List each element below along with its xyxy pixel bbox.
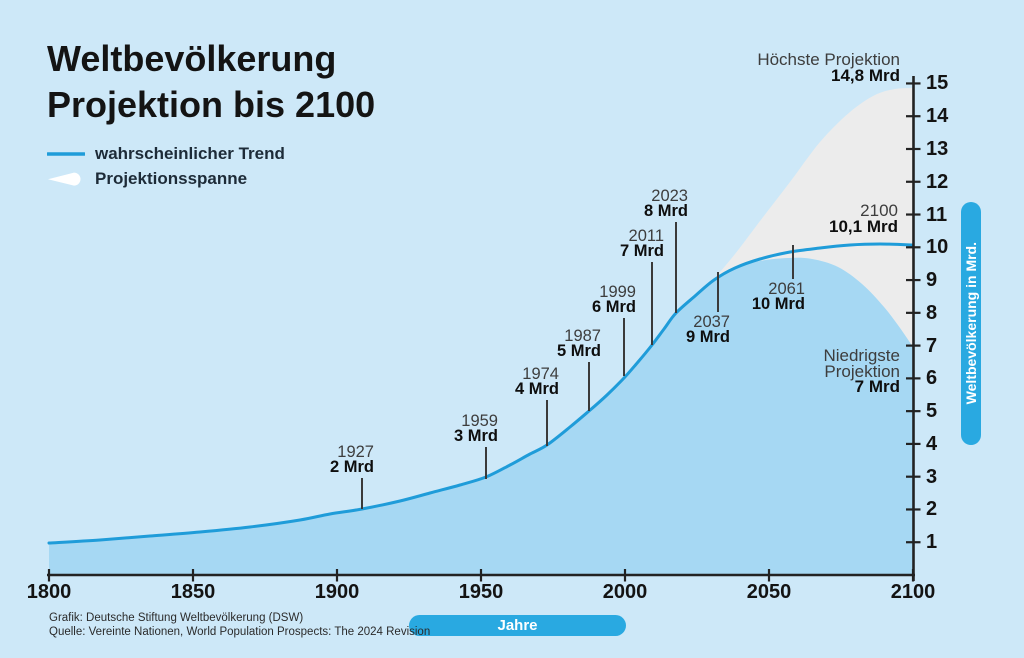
high-projection-text: Höchste Projektion: [757, 50, 900, 69]
milestone-label: 1927 2 Mrd: [244, 443, 374, 476]
source-line2: Quelle: Vereinte Nationen, World Populat…: [49, 625, 431, 638]
milestone-callout-line: [587, 362, 591, 411]
milestone-year: 2023: [651, 187, 688, 205]
y-tick-label: 4: [926, 432, 938, 455]
low-projection-label: Niedrigste Projektion 7 Mrd: [805, 346, 900, 396]
milestone-callout-line: [622, 318, 626, 376]
legend-row-span: Projektionsspanne: [47, 168, 285, 189]
y-tick-label: 15: [926, 72, 949, 95]
trend-2100-value: 10,1 Mrd: [829, 216, 898, 236]
y-tick-label: 13: [926, 137, 949, 160]
milestone-callout-line: [484, 447, 488, 479]
milestone-value: 6 Mrd: [591, 298, 636, 316]
y-tick-label: 9: [926, 269, 938, 292]
milestone-year: 1999: [599, 283, 636, 301]
projection-span-icon: [48, 172, 81, 186]
chart-title-line2: Projektion bis 2100: [47, 84, 376, 125]
legend-trend-label: wahrscheinlicher Trend: [95, 143, 285, 163]
milestone-year: 1974: [522, 365, 559, 383]
milestone-label: 2037 9 Mrd: [600, 313, 730, 346]
milestone-year: 1927: [337, 443, 374, 461]
y-tick-label: 14: [926, 105, 949, 128]
milestone-callout-line: [360, 478, 364, 509]
milestone-callout-line: [716, 272, 720, 312]
y-tick-label: 6: [926, 367, 938, 390]
y-tick-label: 12: [926, 170, 949, 193]
milestone-year: 1959: [461, 412, 498, 430]
milestone-callout-line: [674, 222, 678, 313]
y-tick-label: 1: [926, 531, 938, 554]
trend-line-icon: [47, 151, 85, 156]
milestone-label: 1959 3 Mrd: [368, 412, 498, 445]
y-tick-label: 11: [926, 203, 948, 226]
milestone-value: 3 Mrd: [453, 427, 498, 445]
milestone-value: 5 Mrd: [556, 342, 601, 360]
milestone-label: 1987 5 Mrd: [471, 327, 601, 360]
y-tick-label: 2: [926, 498, 938, 521]
y-axis-title-pill: Weltbevölkerung in Mrd.: [961, 202, 981, 445]
milestone-callout-line: [545, 400, 549, 446]
y-tick-label: 10: [926, 236, 949, 259]
milestone-callout-line: [650, 262, 654, 345]
milestone-label: 1999 6 Mrd: [506, 283, 636, 316]
milestone-label: 2061 10 Mrd: [675, 280, 805, 313]
legend-span-label: Projektionsspanne: [95, 168, 248, 188]
milestone-label: 2011 7 Mrd: [534, 227, 664, 260]
source-credits: Grafik: Deutsche Stiftung Weltbevölkerun…: [49, 612, 430, 639]
x-tick-label: 1850: [170, 581, 216, 603]
x-tick-label: 2050: [746, 581, 792, 603]
x-tick-label: 1900: [314, 581, 360, 603]
low-projection-text: Niedrigste Projektion: [823, 346, 900, 381]
milestone-year: 2061: [768, 280, 805, 298]
x-tick-label: 1800: [26, 581, 72, 603]
milestone-value: 9 Mrd: [685, 328, 730, 346]
trend-2100-label: 2100 10,1 Mrd: [778, 201, 898, 236]
y-tick-label: 8: [926, 301, 938, 324]
milestone-year: 2037: [693, 313, 730, 331]
legend-row-trend: wahrscheinlicher Trend: [47, 143, 285, 164]
milestone-value: 7 Mrd: [619, 242, 664, 260]
milestone-callout-line: [791, 245, 795, 279]
chart-title-line1: Weltbevölkerung: [47, 38, 337, 79]
y-tick-label: 7: [926, 334, 938, 357]
x-tick-label: 2100: [890, 581, 936, 603]
trend-2100-year: 2100: [860, 201, 898, 220]
x-tick-label: 2000: [602, 581, 648, 603]
source-line1: Grafik: Deutsche Stiftung Weltbevölkerun…: [49, 612, 304, 624]
y-tick-label: 3: [926, 465, 938, 488]
projection-span-area: [697, 88, 913, 347]
y-axis-title-text: Weltbevölkerung in Mrd.: [963, 242, 979, 405]
milestone-label: 2023 8 Mrd: [558, 187, 688, 220]
x-tick-label: 1950: [458, 581, 504, 603]
high-projection-label: Höchste Projektion 14,8 Mrd: [730, 50, 900, 85]
high-projection-value: 14,8 Mrd: [831, 65, 900, 85]
trend-line: [47, 242, 915, 545]
milestone-value: 2 Mrd: [329, 458, 374, 476]
milestone-value: 10 Mrd: [751, 295, 805, 313]
chart-title: Weltbevölkerung Projektion bis 2100: [47, 36, 375, 128]
x-axis-title-pill: Jahre: [409, 615, 626, 636]
population-area: [49, 257, 913, 575]
low-projection-value: 7 Mrd: [854, 377, 900, 396]
milestone-label: 1974 4 Mrd: [429, 365, 559, 398]
legend: wahrscheinlicher Trend Projektionsspanne: [47, 143, 285, 193]
y-tick-label: 5: [926, 400, 938, 423]
milestone-year: 1987: [564, 327, 601, 345]
milestone-value: 8 Mrd: [643, 202, 688, 220]
milestone-value: 4 Mrd: [514, 380, 559, 398]
milestone-year: 2011: [628, 227, 664, 245]
